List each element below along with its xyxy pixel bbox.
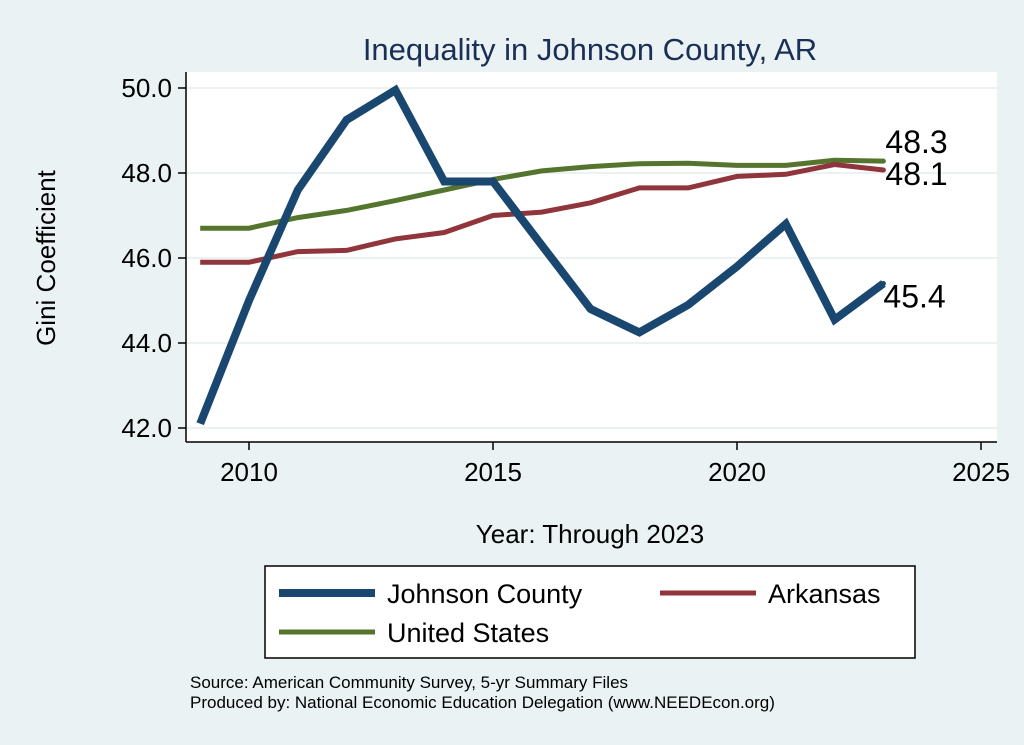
chart-title: Inequality in Johnson County, AR <box>363 32 817 67</box>
x-axis-title: Year: Through 2023 <box>476 519 704 549</box>
x-axis-ticks: 2010 2015 2020 2025 <box>220 442 1010 487</box>
y-tick-label: 44.0 <box>121 328 172 358</box>
end-labels: 48.348.1 45.4 <box>883 124 947 314</box>
legend-label-arkansas: Arkansas <box>768 579 881 609</box>
y-tick-label: 50.0 <box>121 73 172 103</box>
x-tick-label: 2015 <box>464 457 522 487</box>
x-tick-label: 2025 <box>952 457 1010 487</box>
y-axis-ticks: 42.0 44.0 46.0 48.0 50.0 <box>121 73 186 443</box>
end-label-united-states: 48.3 <box>885 124 947 160</box>
produced-by-note: Produced by: National Economic Education… <box>190 693 775 712</box>
plot-area <box>186 72 997 442</box>
end-point-johnson-county <box>880 281 886 286</box>
y-tick-label: 48.0 <box>121 158 172 188</box>
end-point-arkansas <box>880 167 886 173</box>
series-lines <box>196 84 886 426</box>
series-line-united-states <box>200 157 884 231</box>
x-tick-label: 2010 <box>220 457 278 487</box>
y-tick-label: 46.0 <box>121 243 172 273</box>
x-tick-label: 2020 <box>708 457 766 487</box>
end-label-johnson-county: 45.4 <box>883 279 945 315</box>
legend: Johnson County Arkansas United States <box>264 565 916 659</box>
end-point-united-states <box>880 158 886 164</box>
legend-label-johnson-county: Johnson County <box>387 579 583 609</box>
y-tick-label: 42.0 <box>121 413 172 443</box>
source-note: Source: American Community Survey, 5-yr … <box>190 673 628 692</box>
end-label-arkansas: 48.1 <box>885 156 947 192</box>
y-axis-title: Gini Coefficient <box>31 169 61 346</box>
legend-box <box>264 565 916 659</box>
series-line-arkansas <box>200 161 884 265</box>
series-line-johnson-county <box>196 84 886 426</box>
gridlines <box>186 87 997 429</box>
legend-label-united-states: United States <box>387 618 549 648</box>
